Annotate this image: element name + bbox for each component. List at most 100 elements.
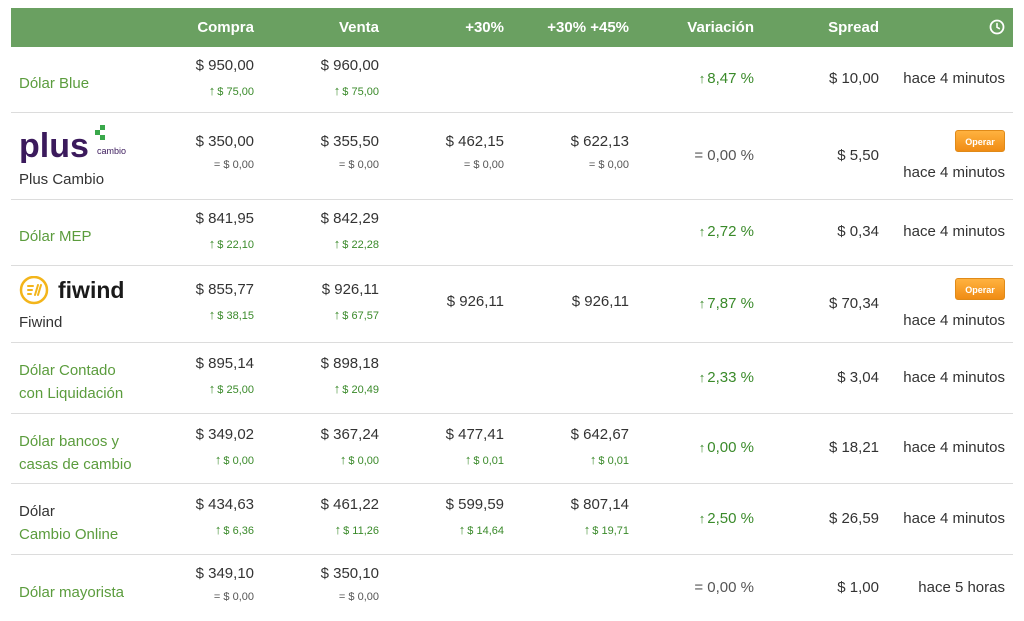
arrow-up-icon: ↑ <box>334 522 342 537</box>
compra-cell: $ 349,02 ↑ $ 0,00 <box>196 426 254 467</box>
row-name-link[interactable]: Dólar Contado con Liquidación <box>19 362 124 402</box>
venta-change: ↑ $ 0,00 <box>339 452 379 467</box>
table-row: Dólar bancos y casas de cambio $ 349,02 ↑… <box>11 414 1013 484</box>
table-row: Dólar Cambio Online $ 434,63 ↑ $ 6,36 $ 46… <box>11 484 1013 555</box>
arrow-up-icon: ↑ <box>339 452 347 467</box>
row-name-link[interactable]: Fiwind <box>19 314 63 331</box>
header-venta: Venta <box>338 19 379 36</box>
venta-cell: $ 926,11 ↑ $ 67,57 <box>322 281 379 322</box>
row-name-link[interactable]: Dólar Blue <box>19 75 90 92</box>
arrow-up-icon: ↑ <box>208 236 216 251</box>
plus30-cell: $ 599,59 ↑ $ 14,64 <box>446 496 504 537</box>
plus30-45-change: ↑ $ 19,71 <box>583 522 629 537</box>
operar-button[interactable]: Operar <box>955 130 1005 152</box>
venta-value: $ 367,24 <box>320 426 379 443</box>
venta-cell: $ 960,00 ↑ $ 75,00 <box>321 57 379 98</box>
compra-value: $ 895,14 <box>195 355 254 372</box>
venta-cell: $ 898,18 ↑ $ 20,49 <box>321 355 379 396</box>
spread-value: $ 70,34 <box>828 295 879 312</box>
spread-value: $ 26,59 <box>828 510 879 527</box>
plus30-45-change: = $ 0,00 <box>588 159 629 171</box>
row-name-link[interactable]: Dólar MEP <box>19 228 92 245</box>
variacion-value: ↑ 2,72 % <box>698 223 754 240</box>
compra-cell: $ 855,77 ↑ $ 38,15 <box>196 281 254 322</box>
table-row: Dólar Blue $ 950,00 ↑ $ 75,00 $ 960,00 ↑ $… <box>11 47 1013 113</box>
venta-cell: $ 350,10 = $ 0,00 <box>321 565 379 603</box>
spread-value: $ 3,04 <box>837 369 879 386</box>
plus-cambio-logo: plus cambio <box>19 125 126 163</box>
variacion-value: = 0,00 % <box>694 579 754 596</box>
venta-value: $ 898,18 <box>320 355 379 372</box>
arrow-up-icon: ↑ <box>214 522 222 537</box>
compra-value: $ 950,00 <box>195 57 254 74</box>
operar-button[interactable]: Operar <box>955 278 1005 300</box>
venta-change: = $ 0,00 <box>338 591 379 603</box>
arrow-up-icon: ↑ <box>698 71 706 86</box>
compra-cell: $ 950,00 ↑ $ 75,00 <box>196 57 254 98</box>
row-name-link[interactable]: Dólar bancos y casas de cambio <box>19 433 132 473</box>
header-compra: Compra <box>197 19 254 36</box>
venta-value: $ 355,50 <box>320 133 379 150</box>
variacion-value: = 0,00 % <box>694 147 754 164</box>
compra-cell: $ 349,10 = $ 0,00 <box>196 565 254 603</box>
venta-value: $ 461,22 <box>320 496 379 513</box>
plus30-45-value: $ 807,14 <box>570 496 629 513</box>
quotes-table: Compra Venta +30% +30% +45% Variación Sp… <box>11 8 1013 621</box>
venta-change: = $ 0,00 <box>338 159 379 171</box>
plus30-cell: $ 462,15 = $ 0,00 <box>446 133 504 171</box>
table-row: fiwind Fiwind $ 855,77 ↑ $ 38,15 $ 926,11… <box>11 266 1013 343</box>
arrow-up-icon: ↑ <box>333 381 341 396</box>
table-header: Compra Venta +30% +30% +45% Variación Sp… <box>11 8 1013 47</box>
plus30-change: = $ 0,00 <box>463 159 504 171</box>
plus30-value: $ 462,15 <box>445 133 504 150</box>
variacion-value: ↑ 2,33 % <box>698 369 754 386</box>
compra-value: $ 841,95 <box>195 210 254 227</box>
updated-time: hace 4 minutos <box>903 510 1005 527</box>
row-name-link[interactable]: Plus Cambio <box>19 171 105 188</box>
arrow-up-icon: ↑ <box>208 381 216 396</box>
row-name-link[interactable]: Dólar Cambio Online <box>19 503 119 543</box>
venta-cell: $ 367,24 ↑ $ 0,00 <box>321 426 379 467</box>
venta-cell: $ 461,22 ↑ $ 11,26 <box>321 496 379 537</box>
svg-text:fiwind: fiwind <box>58 277 124 303</box>
svg-text:plus: plus <box>19 127 89 163</box>
compra-cell: $ 434,63 ↑ $ 6,36 <box>196 496 254 537</box>
compra-change: = $ 0,00 <box>213 159 254 171</box>
venta-change: ↑ $ 67,57 <box>333 307 379 322</box>
arrow-up-icon: ↑ <box>333 307 341 322</box>
arrow-up-icon: ↑ <box>698 511 706 526</box>
compra-value: $ 855,77 <box>195 281 254 298</box>
venta-value: $ 926,11 <box>321 281 379 298</box>
spread-value: $ 10,00 <box>828 70 879 87</box>
compra-change: ↑ $ 25,00 <box>208 381 254 396</box>
compra-change: ↑ $ 6,36 <box>214 522 254 537</box>
venta-cell: $ 355,50 = $ 0,00 <box>321 133 379 171</box>
arrow-up-icon: ↑ <box>208 83 216 98</box>
arrow-up-icon: ↑ <box>589 452 597 467</box>
compra-change: ↑ $ 22,10 <box>208 236 254 251</box>
table-row: plus cambio Plus Cambio $ 350,00 = $ 0,0… <box>11 113 1013 200</box>
row-name-link[interactable]: Dólar mayorista <box>19 584 125 601</box>
plus30-45-value: $ 926,11 <box>571 293 629 310</box>
plus30-45-cell: $ 642,67 ↑ $ 0,01 <box>571 426 629 467</box>
plus30-45-cell: $ 622,13 = $ 0,00 <box>571 133 629 171</box>
updated-time: hace 4 minutos <box>903 164 1005 181</box>
compra-change: ↑ $ 75,00 <box>208 83 254 98</box>
fiwind-logo: fiwind <box>19 276 124 305</box>
compra-value: $ 350,00 <box>195 133 254 150</box>
arrow-up-icon: ↑ <box>333 236 341 251</box>
updated-time: hace 4 minutos <box>903 312 1005 329</box>
updated-time: hace 4 minutos <box>903 223 1005 240</box>
plus30-45-cell: $ 807,14 ↑ $ 19,71 <box>571 496 629 537</box>
header-spread: Spread <box>828 19 879 36</box>
spread-value: $ 1,00 <box>837 579 879 596</box>
compra-value: $ 349,02 <box>195 426 254 443</box>
compra-value: $ 349,10 <box>195 565 254 582</box>
venta-value: $ 842,29 <box>320 210 379 227</box>
variacion-value: ↑ 2,50 % <box>698 510 754 527</box>
table-row: Dólar MEP $ 841,95 ↑ $ 22,10 $ 842,29 ↑ $ … <box>11 200 1013 266</box>
plus30-45-change: ↑ $ 0,01 <box>589 452 629 467</box>
plus30-value: $ 926,11 <box>446 293 504 310</box>
plus30-cell: $ 477,41 ↑ $ 0,01 <box>446 426 504 467</box>
arrow-up-icon: ↑ <box>458 522 466 537</box>
